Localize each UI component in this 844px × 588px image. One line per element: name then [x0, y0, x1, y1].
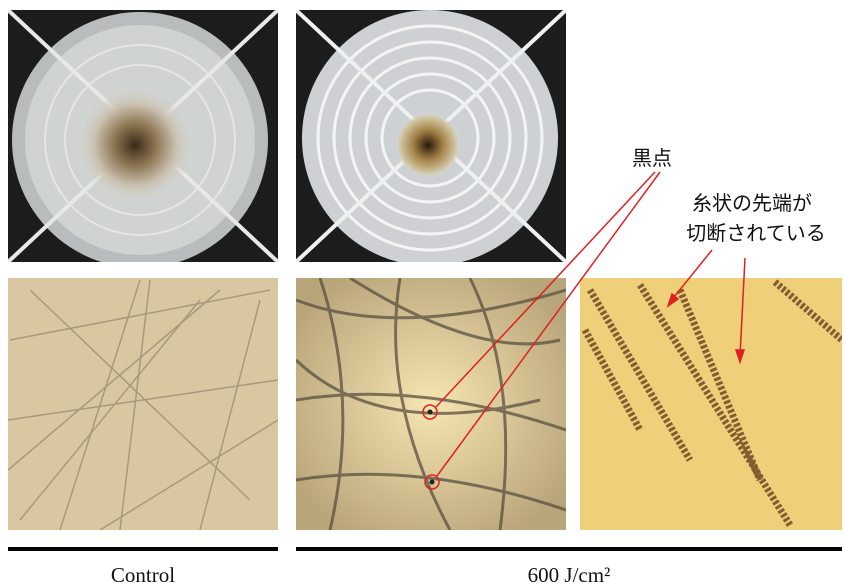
group-label: Control	[111, 563, 175, 587]
annotation-black-dot: 黒点	[632, 146, 672, 170]
group-bar	[296, 547, 842, 551]
annotation-filament-tip: 糸状の先端が	[692, 191, 812, 215]
treated-micrograph	[296, 278, 566, 530]
group-label: 600 J/cm²	[528, 563, 611, 587]
control-plate-photo	[8, 10, 278, 268]
group-bar	[8, 547, 278, 551]
figure: 黒点 糸状の先端が 切断されている Control 600 J/cm²	[0, 0, 844, 588]
control-micrograph	[8, 278, 278, 530]
treated-filament-micrograph	[580, 278, 842, 530]
treated-plate-photo	[296, 10, 566, 266]
annotation-filament-tip: 切断されている	[686, 221, 825, 245]
